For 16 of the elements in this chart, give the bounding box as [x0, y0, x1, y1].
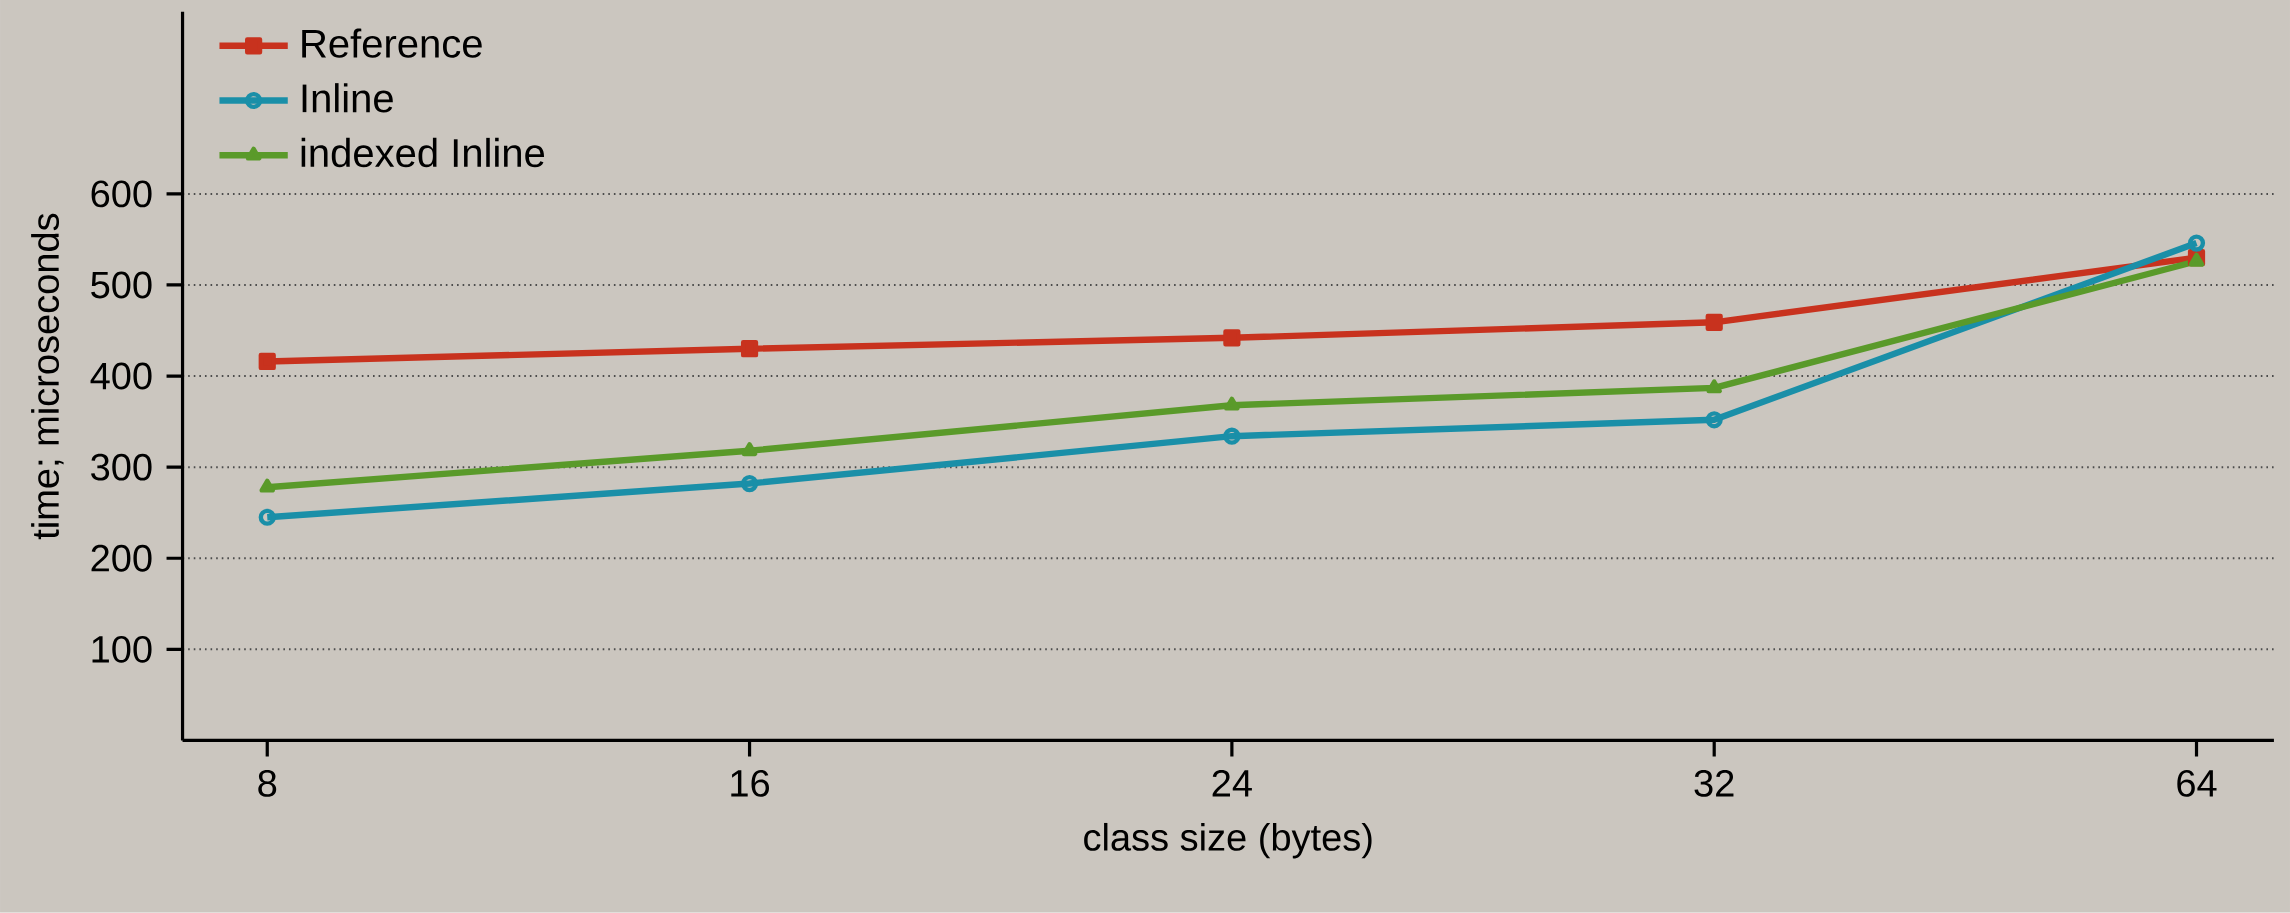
y-tick-label: 400 — [90, 362, 152, 390]
x-tick-label: 16 — [731, 770, 770, 797]
y-tick-label: 500 — [91, 271, 152, 299]
x-tick-label: 24 — [1212, 770, 1252, 797]
y-axis-title: time; microseconds — [31, 213, 64, 540]
x-axis-title: class size (bytes) — [1084, 823, 1372, 859]
x-tick-label: 8 — [258, 770, 277, 797]
x-tick-label: 32 — [1694, 770, 1734, 797]
y-tick-label: 300 — [91, 453, 152, 481]
x-tick-label: 64 — [2177, 770, 2217, 797]
legend-label: Inline — [302, 83, 393, 113]
legend-label: Reference — [302, 28, 482, 58]
y-tick-label: 200 — [91, 544, 152, 572]
y-tick-label: 100 — [92, 635, 152, 663]
legend-label: indexed Inline — [301, 137, 545, 168]
y-tick-label: 600 — [91, 180, 152, 208]
